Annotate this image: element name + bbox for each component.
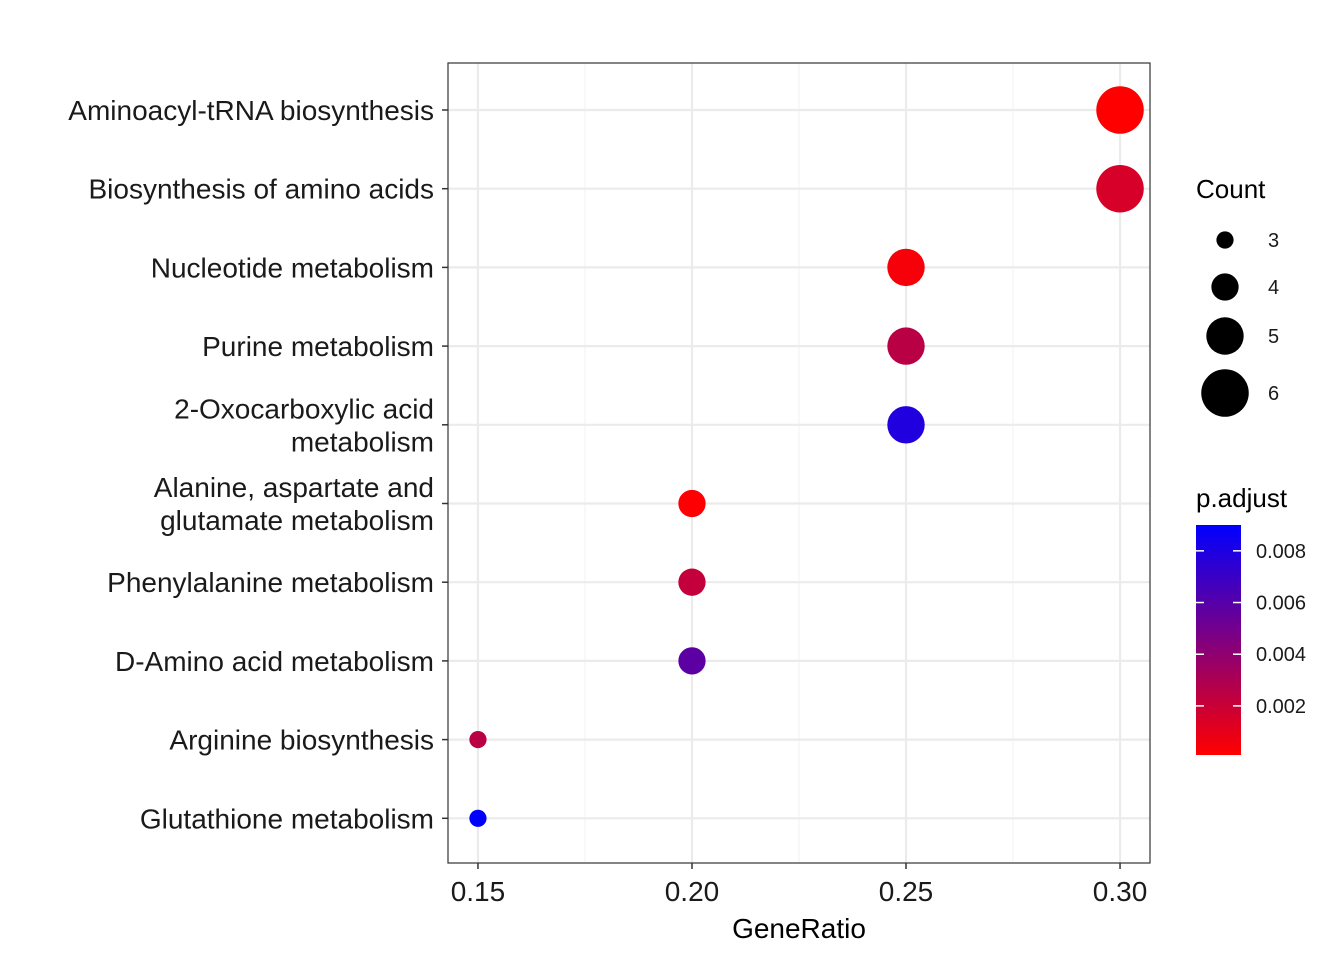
x-tick-label: 0.15 xyxy=(451,876,506,907)
y-category-label: Purine metabolism xyxy=(202,331,434,362)
y-category-label: Phenylalanine metabolism xyxy=(107,567,434,598)
y-category-label: metabolism xyxy=(291,426,434,457)
y-category-label: Arginine biosynthesis xyxy=(169,725,434,756)
y-category-label: D-Amino acid metabolism xyxy=(115,646,434,677)
x-tick-label: 0.25 xyxy=(879,876,934,907)
count-legend-key xyxy=(1206,317,1244,355)
data-point xyxy=(469,809,487,827)
count-legend-label: 3 xyxy=(1268,230,1279,252)
x-tick-label: 0.20 xyxy=(665,876,720,907)
x-axis-title: GeneRatio xyxy=(732,913,866,944)
count-legend-label: 5 xyxy=(1268,326,1279,348)
data-point xyxy=(1096,164,1144,213)
p-adjust-legend: p.adjust 0.002 0.004 0.006 0.008 xyxy=(1196,483,1306,755)
x-tick-label: 0.30 xyxy=(1093,876,1148,907)
colorbar-label: 0.006 xyxy=(1256,593,1306,615)
data-point xyxy=(887,327,925,365)
count-legend-label: 4 xyxy=(1268,277,1279,299)
y-category-label: glutamate metabolism xyxy=(160,505,434,536)
y-category-label: Biosynthesis of amino acids xyxy=(88,174,434,205)
p-adjust-legend-title: p.adjust xyxy=(1196,483,1288,513)
p-adjust-colorbar xyxy=(1196,525,1241,755)
grid-layer xyxy=(448,63,1150,863)
y-category-label: Alanine, aspartate and xyxy=(154,472,434,503)
y-category-label: Nucleotide metabolism xyxy=(151,252,434,283)
count-legend-label: 6 xyxy=(1268,383,1279,405)
data-point xyxy=(678,568,706,596)
y-category-label: 2-Oxocarboxylic acid xyxy=(174,393,434,424)
data-point xyxy=(678,489,706,518)
colorbar-label: 0.002 xyxy=(1256,696,1306,718)
data-point xyxy=(887,406,925,444)
count-legend-key xyxy=(1216,231,1234,249)
count-legend: Count 3 4 5 6 xyxy=(1196,174,1279,417)
data-point xyxy=(678,647,706,675)
y-category-label: Glutathione metabolism xyxy=(140,803,434,834)
x-axis: 0.15 0.20 0.25 0.30 xyxy=(451,863,1148,907)
y-category-label: Aminoacyl-tRNA biosynthesis xyxy=(68,95,434,126)
colorbar-label: 0.008 xyxy=(1256,541,1306,563)
panel-border xyxy=(447,62,1151,864)
marks-layer xyxy=(469,86,1144,827)
count-legend-key xyxy=(1201,369,1249,417)
colorbar-label: 0.004 xyxy=(1256,644,1306,666)
count-legend-key xyxy=(1211,273,1239,301)
data-point xyxy=(887,248,925,287)
count-legend-title: Count xyxy=(1196,174,1266,204)
data-point xyxy=(469,731,487,749)
data-point xyxy=(1096,86,1144,134)
y-axis: Aminoacyl-tRNA biosynthesis Biosynthesis … xyxy=(68,95,448,834)
